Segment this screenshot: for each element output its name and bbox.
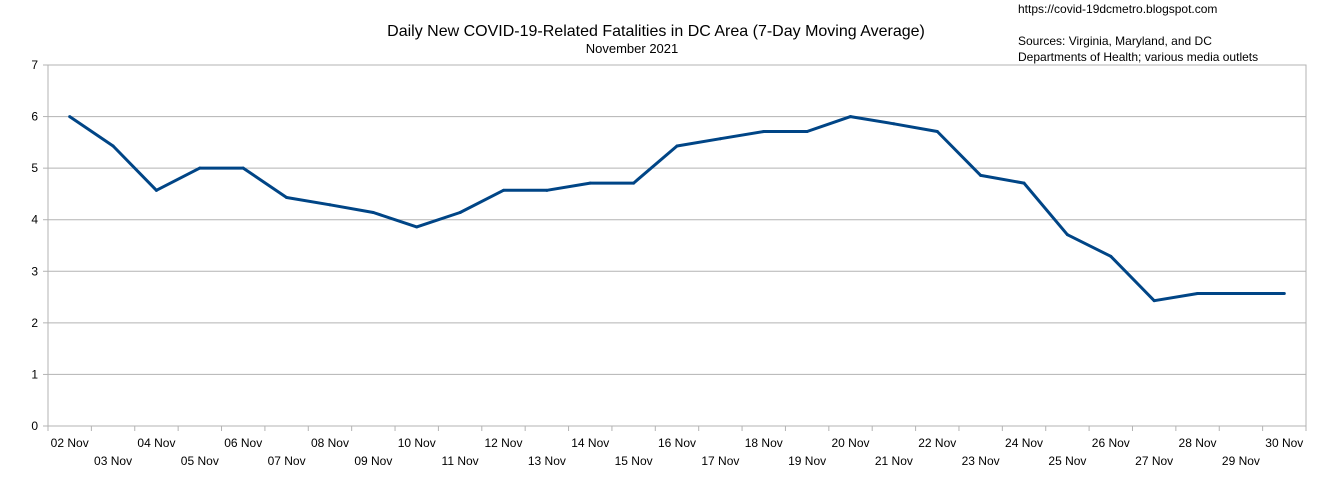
data-point	[154, 188, 158, 192]
data-point	[458, 210, 462, 214]
y-axis: 0 1 2 3 4 5 6 7	[31, 58, 48, 433]
data-point	[501, 188, 505, 192]
y-tick-label: 6	[31, 110, 38, 124]
y-tick-label: 5	[31, 161, 38, 175]
x-tick-label: 18 Nov	[745, 436, 783, 450]
x-tick-label: 27 Nov	[1135, 454, 1173, 468]
x-tick-label: 19 Nov	[788, 454, 826, 468]
source-line-1: Sources: Virginia, Maryland, and DC	[1018, 34, 1212, 48]
x-tick-label: 06 Nov	[224, 436, 262, 450]
data-point	[545, 188, 549, 192]
data-point	[805, 130, 809, 134]
x-tick-label: 04 Nov	[137, 436, 175, 450]
x-axis: 02 Nov 03 Nov 04 Nov 05 Nov 06 Nov 07 Nov 08 N…	[47, 426, 1307, 468]
data-point	[371, 210, 375, 214]
x-tick-label: 11 Nov	[442, 454, 479, 468]
series-line	[68, 115, 1285, 303]
x-tick-label: 05 Nov	[181, 454, 219, 468]
x-tick-label: 07 Nov	[268, 454, 306, 468]
x-tick-label: 29 Nov	[1222, 454, 1260, 468]
y-tick-label: 0	[31, 419, 38, 433]
y-tick-label: 7	[31, 58, 38, 72]
data-point	[415, 225, 419, 229]
x-tick-label: 16 Nov	[658, 436, 696, 450]
data-point	[632, 181, 636, 185]
data-point	[1196, 291, 1200, 295]
x-tick-label: 20 Nov	[832, 436, 870, 450]
chart-subtitle: November 2021	[586, 41, 679, 56]
y-tick-label: 4	[31, 213, 38, 227]
data-point	[1022, 181, 1026, 185]
data-point	[1065, 233, 1069, 237]
x-tick-label: 13 Nov	[528, 454, 566, 468]
x-tick-label: 10 Nov	[398, 436, 436, 450]
chart-title: Daily New COVID-19-Related Fatalities in…	[387, 23, 925, 40]
data-point	[1239, 291, 1243, 295]
y-tick-label: 2	[31, 316, 38, 330]
data-point	[68, 115, 72, 119]
x-tick-label: 02 Nov	[51, 436, 89, 450]
data-point	[1152, 299, 1156, 303]
x-tick-label: 14 Nov	[571, 436, 609, 450]
data-point	[241, 166, 245, 170]
x-tick-label: 22 Nov	[918, 436, 956, 450]
x-tick-label: 30 Nov	[1265, 436, 1303, 450]
x-tick-label: 28 Nov	[1179, 436, 1217, 450]
x-tick-label: 03 Nov	[94, 454, 132, 468]
x-tick-label: 09 Nov	[354, 454, 392, 468]
source-url: https://covid-19dcmetro.blogspot.com	[1018, 2, 1217, 16]
x-tick-label: 08 Nov	[311, 436, 349, 450]
data-point	[1282, 291, 1286, 295]
data-point	[892, 122, 896, 126]
x-tick-label: 26 Nov	[1092, 436, 1130, 450]
y-tick-label: 3	[31, 264, 38, 278]
data-point	[198, 166, 202, 170]
data-point	[762, 130, 766, 134]
x-tick-label: 24 Nov	[1005, 436, 1043, 450]
data-point	[328, 203, 332, 207]
data-point	[718, 137, 722, 141]
series-group	[68, 115, 1286, 303]
source-line-2: Departments of Health; various media out…	[1018, 50, 1258, 64]
plot-area	[47, 64, 1307, 427]
gridlines	[48, 64, 1306, 427]
x-tick-label: 12 Nov	[484, 436, 522, 450]
x-tick-label: 23 Nov	[962, 454, 1000, 468]
data-point	[849, 115, 853, 119]
data-point	[1109, 254, 1113, 258]
x-tick-label: 17 Nov	[701, 454, 739, 468]
data-point	[979, 173, 983, 177]
data-point	[285, 196, 289, 200]
data-point	[588, 181, 592, 185]
data-point	[675, 144, 679, 148]
data-point	[935, 130, 939, 134]
y-tick-label: 1	[31, 367, 38, 381]
data-point	[111, 144, 115, 148]
x-tick-label: 25 Nov	[1048, 454, 1086, 468]
x-tick-label: 21 Nov	[875, 454, 913, 468]
x-tick-label: 15 Nov	[615, 454, 653, 468]
